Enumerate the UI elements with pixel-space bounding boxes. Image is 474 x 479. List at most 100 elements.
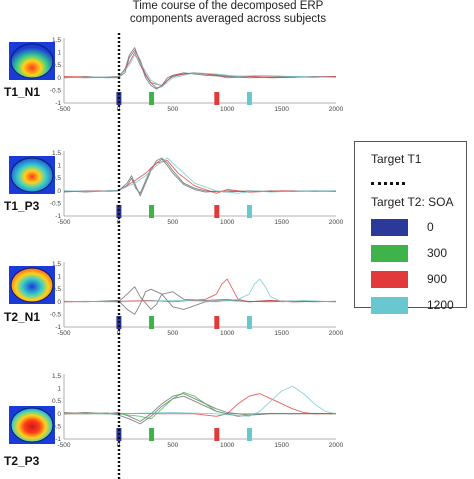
soa-marker-1200 <box>246 428 252 441</box>
soa-marker-0 <box>116 205 122 218</box>
erp-trace <box>63 393 336 417</box>
legend-swatch-0 <box>371 219 408 236</box>
legend-entry-soa-1200: 1200 <box>355 297 468 317</box>
x-tick-label: 2000 <box>329 442 344 449</box>
y-tick-label: 1 <box>57 163 61 170</box>
erp-trace <box>63 49 337 89</box>
x-tick-label: 1500 <box>274 219 289 226</box>
erp-trace <box>63 157 337 197</box>
legend: Target T1 Target T2: SOA 0 300 900 1200 <box>354 141 468 314</box>
soa-marker-300 <box>149 316 155 329</box>
x-tick-label: 1000 <box>220 442 235 449</box>
scalp-outline <box>10 157 54 193</box>
x-tick-label: -500 <box>57 219 70 226</box>
erp-trace <box>63 54 337 88</box>
component-label: T1_P3 <box>4 199 40 213</box>
y-tick-label: -0.5 <box>50 200 62 207</box>
x-tick-label: 1000 <box>220 106 235 113</box>
scalp-outline <box>10 43 54 79</box>
panel-t2-p3: -1-0.500.511.5-5000500100015002000T2_P3 <box>4 373 344 468</box>
x-tick-label: 2000 <box>329 330 344 337</box>
x-tick-label: 2000 <box>329 219 344 226</box>
legend-value-300: 300 <box>427 246 448 260</box>
y-tick-label: 0 <box>57 411 61 418</box>
component-label: T1_N1 <box>4 85 40 99</box>
x-tick-label: -500 <box>57 330 70 337</box>
x-tick-label: -500 <box>57 442 70 449</box>
y-tick-label: 1 <box>57 386 61 393</box>
legend-entry-soa-900: 900 <box>355 271 468 291</box>
y-tick-label: 0 <box>57 299 61 306</box>
y-tick-label: 0.5 <box>52 175 61 182</box>
legend-swatch-900 <box>371 271 408 288</box>
erp-trace <box>63 278 337 303</box>
y-tick-label: 1 <box>57 274 61 281</box>
y-tick-label: 1 <box>57 50 61 57</box>
legend-value-1200: 1200 <box>427 298 454 312</box>
erp-trace <box>63 278 337 303</box>
erp-trace <box>63 286 337 310</box>
soa-marker-1200 <box>246 92 252 105</box>
x-tick-label: -500 <box>57 106 70 113</box>
x-tick-label: 1500 <box>274 106 289 113</box>
erp-trace <box>63 52 337 86</box>
y-tick-label: 1.5 <box>52 37 61 44</box>
legend-entry-soa-0: 0 <box>355 219 468 239</box>
y-tick-label: 1.5 <box>52 150 61 157</box>
scalp-map <box>11 44 53 78</box>
scalp-outline <box>10 407 54 443</box>
figure-title-line-2: components averaged across subjects <box>129 13 327 25</box>
x-tick-label: 1500 <box>274 330 289 337</box>
y-tick-label: 0.5 <box>52 286 61 293</box>
erp-trace <box>63 47 337 90</box>
figure-title: Time course of the decomposed ERP compon… <box>108 0 348 26</box>
soa-marker-900 <box>214 316 220 329</box>
y-tick-label: 1.5 <box>52 373 61 380</box>
x-tick-label: 1000 <box>220 219 235 226</box>
soa-marker-1200 <box>246 316 252 329</box>
figure-title-line-1: Time course of the decomposed ERP <box>132 0 324 12</box>
erp-trace <box>63 160 337 194</box>
y-tick-label: 0 <box>57 188 61 195</box>
erp-trace <box>64 391 337 420</box>
erp-trace <box>63 385 337 417</box>
erp-trace <box>63 393 337 422</box>
scalp-map <box>11 408 53 442</box>
x-tick-label: 500 <box>167 219 178 226</box>
y-tick-label: -1 <box>55 213 61 220</box>
y-tick-label: -1 <box>55 436 61 443</box>
panel-t1-p3: -1-0.500.511.5-5000500100015002000T1_P3 <box>4 150 344 226</box>
panel-t2-n1: -1-0.500.511.5-5000500100015002000T2_N1 <box>4 261 344 337</box>
erp-trace <box>63 158 337 194</box>
legend-value-0: 0 <box>427 220 434 234</box>
legend-target-t1-marker <box>371 182 405 185</box>
y-tick-label: -1 <box>55 324 61 331</box>
component-label: T2_N1 <box>4 310 40 324</box>
y-tick-label: 0 <box>57 75 61 82</box>
scalp-outline <box>10 267 54 303</box>
soa-marker-900 <box>214 428 220 441</box>
x-tick-label: 1500 <box>274 442 289 449</box>
y-tick-label: -0.5 <box>50 423 62 430</box>
panel-t1-n1: -1-0.500.511.5-5000500100015002000T1_N1 <box>4 37 344 113</box>
legend-value-900: 900 <box>427 272 448 286</box>
legend-entry-soa-300: 300 <box>355 245 468 265</box>
y-tick-label: -0.5 <box>50 87 62 94</box>
soa-marker-300 <box>149 428 155 441</box>
legend-swatch-300 <box>371 245 408 262</box>
y-tick-label: -1 <box>55 100 61 107</box>
legend-target-t2-label: Target T2: SOA <box>371 195 454 209</box>
y-tick-label: -0.5 <box>50 311 62 318</box>
y-tick-label: 0.5 <box>52 398 61 405</box>
x-tick-label: 500 <box>167 330 178 337</box>
legend-target-t1-label: Target T1 <box>371 152 422 166</box>
x-tick-label: 500 <box>167 106 178 113</box>
soa-marker-900 <box>214 92 220 105</box>
soa-marker-1200 <box>246 205 252 218</box>
erp-trace <box>63 157 336 194</box>
soa-marker-300 <box>149 205 155 218</box>
legend-swatch-1200 <box>371 297 408 314</box>
y-tick-label: 1.5 <box>52 261 61 268</box>
scalp-map <box>11 268 53 302</box>
